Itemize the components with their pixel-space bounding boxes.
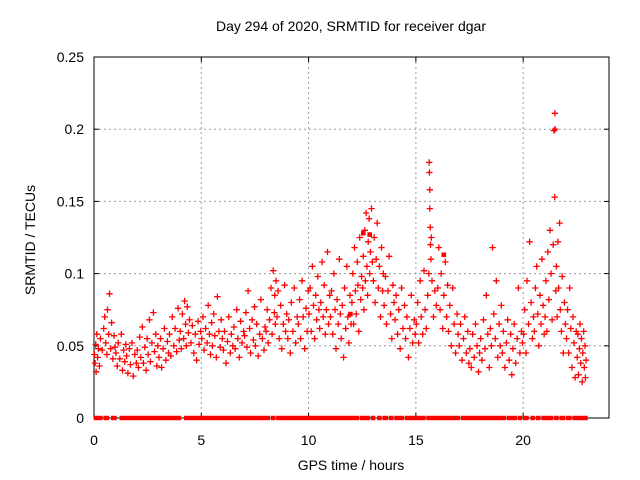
x-tick-label: 0 [90,432,98,448]
x-tick-label: 10 [301,432,317,448]
y-tick-label: 0.05 [57,338,84,354]
x-tick-label: 20 [515,432,531,448]
chart-title: Day 294 of 2020, SRMTID for receiver dga… [216,18,486,34]
y-axis-label: SRMTID / TECUs [22,185,38,295]
data-points-srmtid [91,110,590,386]
data-points-zero-flags [93,415,588,421]
y-tick-label: 0 [76,410,84,426]
x-axis-label: GPS time / hours [298,457,405,473]
y-tick-label: 0.1 [65,266,85,282]
y-tick-label: 0.2 [65,121,85,137]
y-tick-label: 0.25 [57,49,84,65]
plot-area: 0 5 10 15 20 0 0.05 0.1 0.15 0.2 0.25 [57,49,610,448]
x-tick-label: 5 [197,432,205,448]
x-tick-label: 15 [408,432,424,448]
y-tick-label: 0.15 [57,193,84,209]
